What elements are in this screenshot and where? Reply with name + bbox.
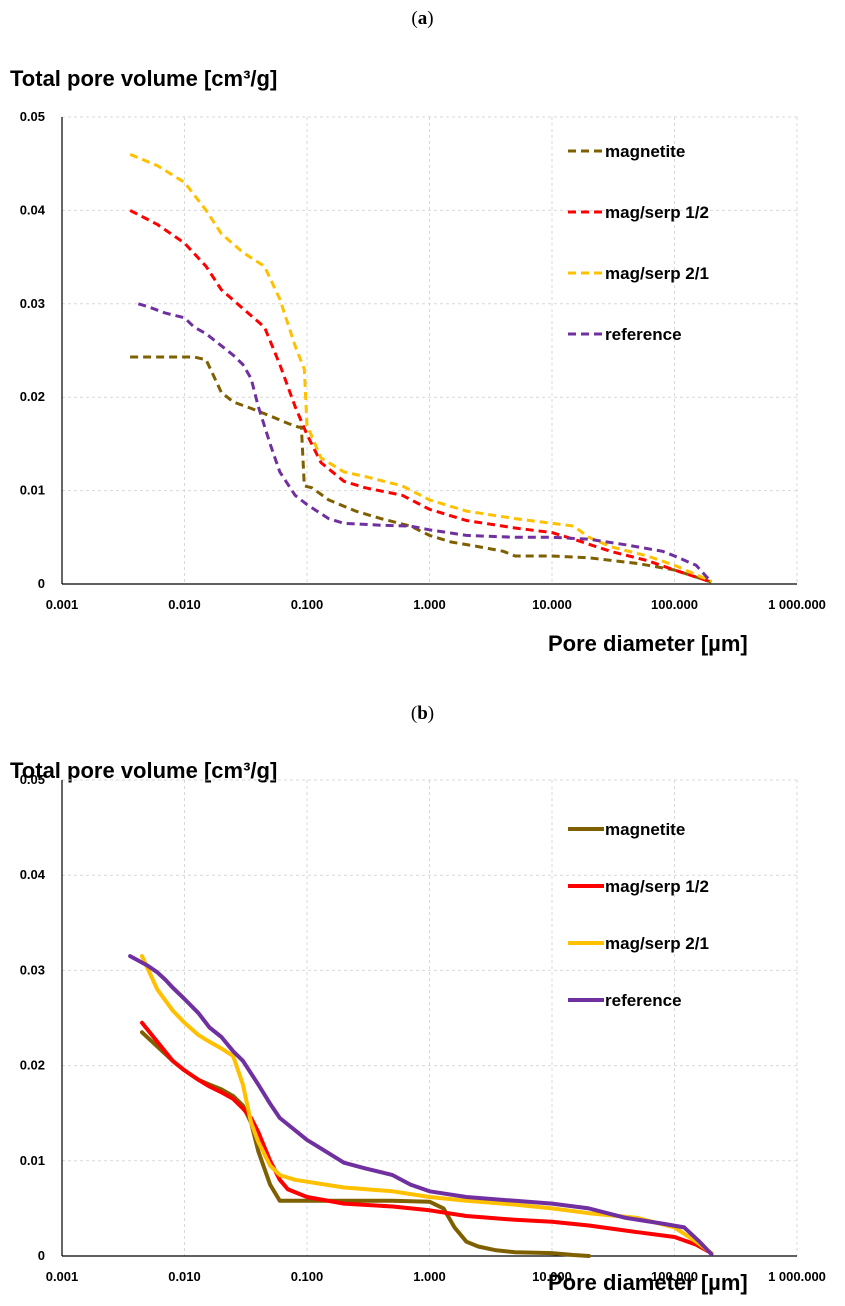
chart-a-y-tick-label: 0.02: [20, 389, 45, 404]
panel-b-letter: b: [417, 703, 428, 724]
chart-b-x-axis-title: Pore diameter [µm]: [548, 1270, 748, 1295]
chart-b-series-mag_serp_2_1: [140, 954, 714, 1256]
chart-a-x-tick-label: 1 000.000: [768, 597, 826, 612]
panel-a-label: (a): [0, 8, 845, 30]
chart-b-x-tick-label: 100.000: [651, 1269, 698, 1284]
chart-a-series-reference: [137, 302, 713, 584]
chart-a-series-mag_serp_1_2: [129, 209, 712, 584]
chart-b-legend-label-mag_serp_2_1: mag/serp 2/1: [605, 934, 709, 953]
chart-b-x-tick-label: 0.001: [46, 1269, 79, 1284]
chart-b-y-tick-label: 0: [38, 1248, 45, 1263]
chart-b-y-tick-label: 0.03: [20, 962, 45, 977]
chart-b-x-tick-label: 0.010: [168, 1269, 201, 1284]
panel-b-open: (: [410, 703, 418, 724]
chart-a-series-mag_serp_2_1: [129, 153, 712, 583]
chart-a-y-tick-label: 0.04: [20, 202, 46, 217]
chart-b-legend-label-reference: reference: [605, 991, 682, 1010]
chart-b-y-axis-title: Total pore volume [cm³/g]: [10, 758, 278, 783]
panel-a-letter: a: [417, 8, 428, 29]
chart-a-y-tick-label: 0.03: [20, 296, 45, 311]
chart-a-legend-label-magnetite: magnetite: [605, 142, 685, 161]
chart-b-x-tick-label: 1.000: [413, 1269, 446, 1284]
chart-a-legend-label-reference: reference: [605, 325, 682, 344]
chart-b-y-tick-label: 0.04: [20, 867, 46, 882]
panel-a-close: ): [427, 8, 434, 29]
chart-a-x-tick-label: 1.000: [413, 597, 446, 612]
chart-a-x-tick-label: 0.100: [291, 597, 324, 612]
panel-a-open: (: [411, 8, 418, 29]
panel-b-label: (b): [0, 703, 845, 725]
chart-a-x-tick-label: 100.000: [651, 597, 698, 612]
chart-a-legend-label-mag_serp_2_1: mag/serp 2/1: [605, 264, 709, 283]
chart-a-series-magnetite: [130, 355, 712, 584]
chart-a-x-tick-label: 10.000: [532, 597, 572, 612]
chart-b-y-tick-label: 0.01: [20, 1153, 45, 1168]
chart-b-series-reference: [128, 954, 714, 1257]
chart-b-x-tick-label: 0.100: [291, 1269, 324, 1284]
chart-b-y-tick-label: 0.05: [20, 772, 45, 787]
chart-b-x-tick-label: 1 000.000: [768, 1269, 826, 1284]
chart-b-series-magnetite: [140, 1030, 591, 1258]
chart-a-y-axis-title: Total pore volume [cm³/g]: [10, 66, 278, 91]
chart-b-legend-label-mag_serp_1_2: mag/serp 1/2: [605, 877, 709, 896]
chart-a-x-axis-title: Pore diameter [µm]: [548, 631, 748, 656]
panel-b-close: ): [427, 703, 435, 724]
chart-b-series-mag_serp_1_2: [140, 1020, 714, 1256]
chart-a-x-tick-label: 0.010: [168, 597, 201, 612]
chart-b-y-tick-label: 0.02: [20, 1058, 45, 1073]
chart-a-legend-label-mag_serp_1_2: mag/serp 1/2: [605, 203, 709, 222]
chart-a-x-tick-label: 0.001: [46, 597, 79, 612]
chart-a-y-tick-label: 0: [38, 576, 45, 591]
chart-a-y-tick-label: 0.05: [20, 109, 45, 124]
chart-a-y-tick-label: 0.01: [20, 483, 45, 498]
chart-b-x-tick-label: 10.000: [532, 1269, 572, 1284]
chart-a: 0 0.01 0.02 0.03 0.04 0.05 0.001 0.010 0.100 1.00…: [20, 109, 826, 612]
chart-b-legend-label-magnetite: magnetite: [605, 820, 685, 839]
